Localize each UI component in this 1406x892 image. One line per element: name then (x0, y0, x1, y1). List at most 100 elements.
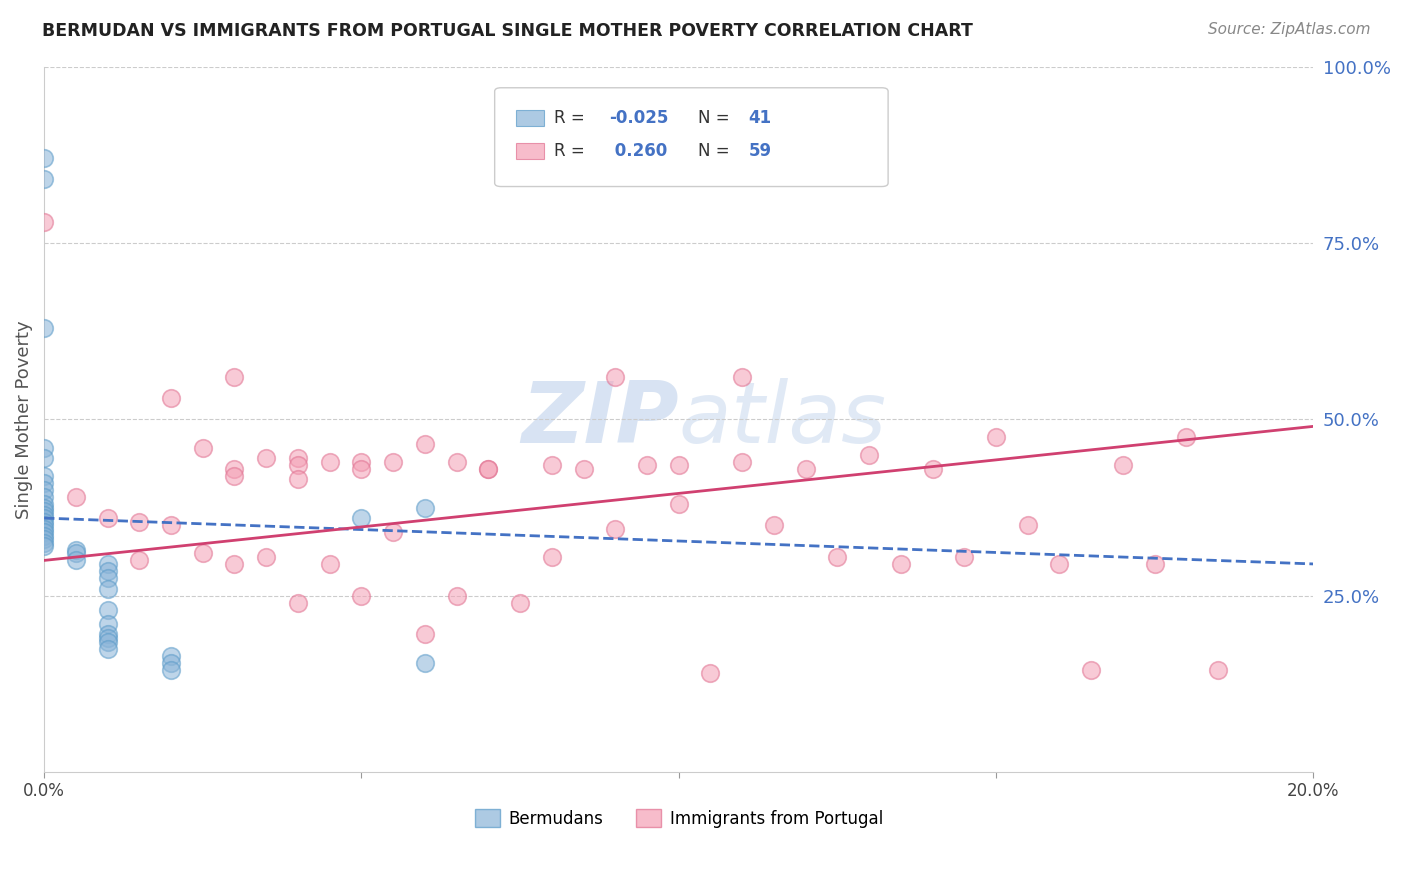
Point (224, 370, 246, 384)
Text: N =: N = (697, 142, 734, 161)
Point (224, 461, 246, 475)
Point (160, 648, 183, 663)
Point (32, 525, 55, 540)
Point (382, 525, 405, 540)
Point (32, 151, 55, 165)
Point (731, 455, 754, 469)
Point (794, 461, 817, 475)
Point (605, 522, 627, 536)
Point (32, 451, 55, 466)
Point (160, 656, 183, 670)
Point (413, 656, 436, 670)
FancyBboxPatch shape (516, 144, 544, 159)
Text: R =: R = (554, 109, 591, 127)
Point (668, 458, 690, 473)
Point (477, 461, 499, 475)
Text: Source: ZipAtlas.com: Source: ZipAtlas.com (1208, 22, 1371, 37)
Point (382, 455, 405, 469)
Point (509, 596, 531, 610)
Point (191, 546, 214, 560)
Point (287, 451, 309, 466)
Point (128, 515, 150, 529)
Point (191, 441, 214, 455)
Point (318, 557, 340, 571)
Text: atlas: atlas (679, 378, 887, 461)
Point (350, 461, 373, 475)
Point (32, 508, 55, 522)
Point (636, 458, 658, 473)
Point (477, 461, 499, 475)
Point (858, 448, 880, 462)
Text: 59: 59 (748, 142, 772, 161)
Point (97, 603, 120, 617)
Point (97, 634, 120, 648)
Text: 0.260: 0.260 (609, 142, 666, 161)
Point (1175, 430, 1198, 444)
Point (97, 627, 120, 641)
Point (224, 557, 246, 571)
Point (1143, 557, 1166, 571)
Point (32, 504, 55, 518)
Text: BERMUDAN VS IMMIGRANTS FROM PORTUGAL SINGLE MOTHER POVERTY CORRELATION CHART: BERMUDAN VS IMMIGRANTS FROM PORTUGAL SIN… (42, 22, 973, 40)
Point (287, 458, 309, 473)
Point (32, 172, 55, 186)
Point (32, 533, 55, 547)
Point (97, 582, 120, 596)
Text: ZIP: ZIP (522, 378, 679, 461)
FancyBboxPatch shape (516, 111, 544, 126)
Point (350, 511, 373, 525)
Point (254, 451, 277, 466)
Point (699, 666, 721, 681)
Point (65, 553, 87, 567)
Point (540, 549, 562, 564)
Point (65, 546, 87, 560)
Point (890, 557, 912, 571)
Point (1206, 663, 1229, 677)
Point (413, 500, 436, 515)
Point (350, 589, 373, 603)
Point (32, 215, 55, 229)
Point (32, 490, 55, 504)
Point (65, 542, 87, 557)
Point (97, 571, 120, 585)
Point (32, 518, 55, 533)
Point (32, 441, 55, 455)
Legend: Bermudans, Immigrants from Portugal: Bermudans, Immigrants from Portugal (468, 803, 890, 834)
Point (224, 468, 246, 483)
Point (318, 455, 340, 469)
Point (97, 641, 120, 656)
Point (540, 458, 562, 473)
Point (160, 663, 183, 677)
Point (572, 461, 595, 475)
FancyBboxPatch shape (495, 87, 889, 186)
Point (446, 455, 468, 469)
Point (1017, 518, 1039, 533)
Point (97, 564, 120, 578)
Point (32, 522, 55, 536)
Point (97, 557, 120, 571)
Point (32, 529, 55, 543)
Point (921, 461, 943, 475)
Point (605, 370, 627, 384)
Point (128, 553, 150, 567)
Point (1080, 663, 1102, 677)
Point (1049, 557, 1071, 571)
Point (32, 483, 55, 497)
Point (413, 437, 436, 451)
Point (827, 549, 849, 564)
Point (350, 455, 373, 469)
Point (32, 497, 55, 511)
Point (32, 539, 55, 553)
Point (287, 596, 309, 610)
Point (762, 518, 785, 533)
Point (413, 627, 436, 641)
Text: R =: R = (554, 142, 591, 161)
Point (1112, 458, 1135, 473)
Text: -0.025: -0.025 (609, 109, 668, 127)
Point (32, 535, 55, 549)
Point (32, 475, 55, 490)
Text: N =: N = (697, 109, 734, 127)
Point (97, 511, 120, 525)
Point (65, 490, 87, 504)
Point (32, 515, 55, 529)
